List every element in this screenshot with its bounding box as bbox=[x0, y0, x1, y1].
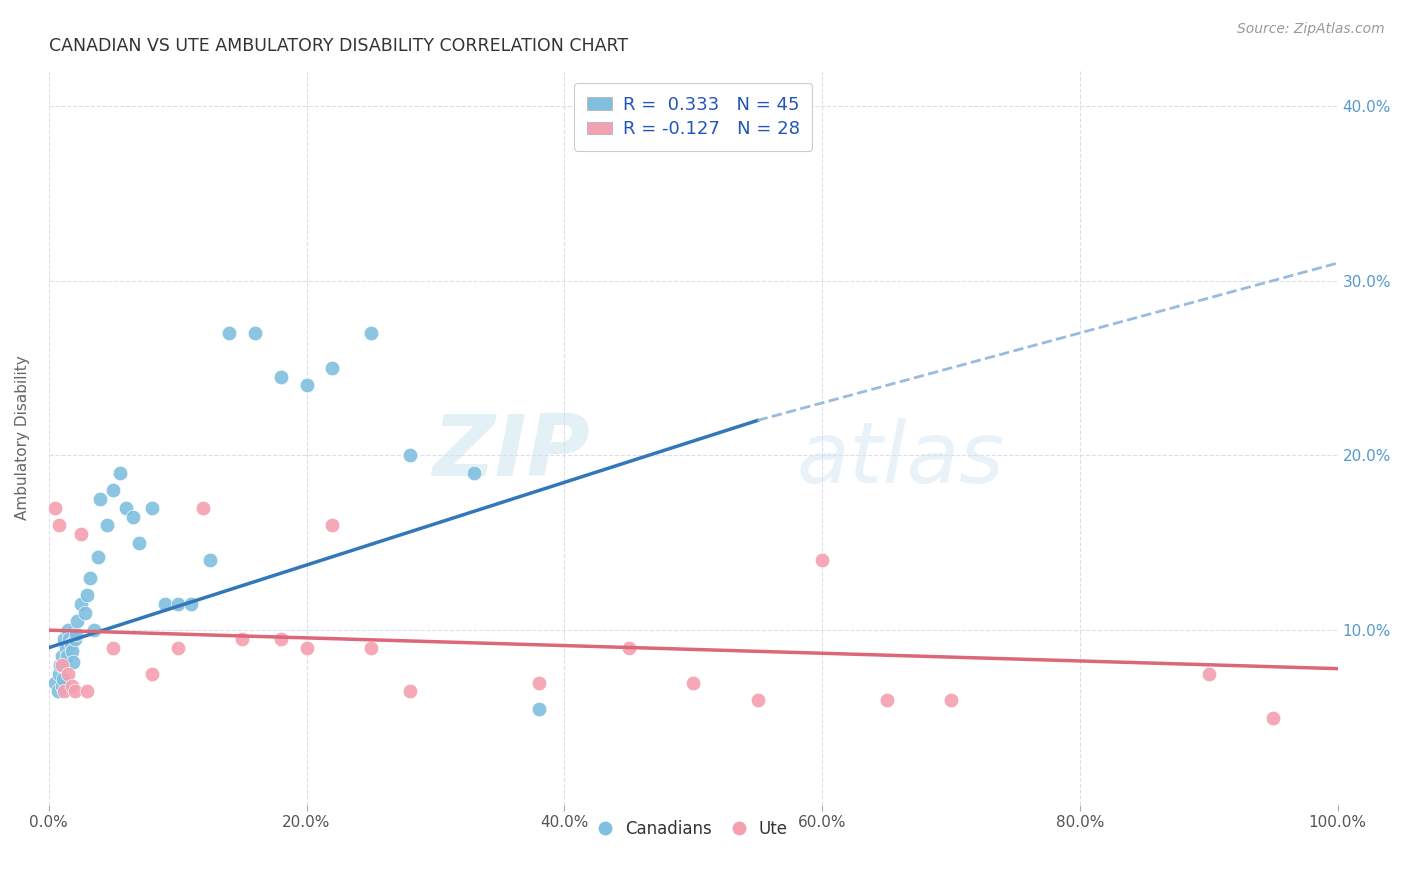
Point bbox=[83, 623, 105, 637]
Point bbox=[73, 606, 96, 620]
Point bbox=[939, 693, 962, 707]
Point bbox=[70, 597, 93, 611]
Point bbox=[617, 640, 640, 655]
Point bbox=[60, 679, 83, 693]
Point bbox=[79, 571, 101, 585]
Point bbox=[53, 684, 76, 698]
Point bbox=[527, 675, 550, 690]
Text: CANADIAN VS UTE AMBULATORY DISABILITY CORRELATION CHART: CANADIAN VS UTE AMBULATORY DISABILITY CO… bbox=[49, 37, 628, 55]
Point bbox=[270, 369, 292, 384]
Point bbox=[121, 509, 143, 524]
Point bbox=[463, 466, 485, 480]
Point bbox=[166, 640, 188, 655]
Point bbox=[48, 518, 70, 533]
Point bbox=[141, 500, 163, 515]
Point bbox=[44, 500, 66, 515]
Point bbox=[682, 675, 704, 690]
Point bbox=[44, 675, 66, 690]
Point bbox=[321, 518, 343, 533]
Point bbox=[46, 684, 69, 698]
Point bbox=[49, 658, 72, 673]
Point bbox=[76, 588, 98, 602]
Point bbox=[141, 666, 163, 681]
Point bbox=[103, 483, 125, 498]
Point bbox=[270, 632, 292, 646]
Point bbox=[747, 693, 769, 707]
Point bbox=[87, 549, 110, 564]
Point bbox=[59, 637, 82, 651]
Point bbox=[108, 466, 131, 480]
Point bbox=[63, 632, 86, 646]
Point bbox=[96, 518, 118, 533]
Point bbox=[295, 378, 318, 392]
Point bbox=[321, 360, 343, 375]
Point bbox=[218, 326, 240, 340]
Point bbox=[63, 684, 86, 698]
Point bbox=[70, 527, 93, 541]
Text: Source: ZipAtlas.com: Source: ZipAtlas.com bbox=[1237, 22, 1385, 37]
Point bbox=[398, 684, 420, 698]
Legend: Canadians, Ute: Canadians, Ute bbox=[592, 814, 794, 845]
Point bbox=[243, 326, 266, 340]
Point bbox=[1263, 710, 1285, 724]
Point bbox=[295, 640, 318, 655]
Point bbox=[51, 658, 73, 673]
Point bbox=[198, 553, 221, 567]
Point bbox=[103, 640, 125, 655]
Point bbox=[153, 597, 176, 611]
Text: atlas: atlas bbox=[796, 418, 1004, 501]
Point bbox=[360, 326, 382, 340]
Point bbox=[1198, 666, 1220, 681]
Point bbox=[53, 632, 76, 646]
Point bbox=[128, 535, 150, 549]
Point bbox=[52, 672, 75, 686]
Point bbox=[60, 644, 83, 658]
Point bbox=[166, 597, 188, 611]
Point bbox=[66, 615, 89, 629]
Point bbox=[193, 500, 215, 515]
Point bbox=[231, 632, 253, 646]
Point bbox=[115, 500, 138, 515]
Point bbox=[62, 655, 84, 669]
Point bbox=[876, 693, 898, 707]
Point bbox=[811, 553, 834, 567]
Point bbox=[51, 649, 73, 664]
Point bbox=[56, 649, 79, 664]
Point bbox=[51, 679, 73, 693]
Point bbox=[76, 684, 98, 698]
Point bbox=[58, 632, 80, 646]
Text: ZIP: ZIP bbox=[433, 411, 591, 494]
Point bbox=[56, 623, 79, 637]
Y-axis label: Ambulatory Disability: Ambulatory Disability bbox=[15, 356, 30, 520]
Point bbox=[398, 448, 420, 462]
Point bbox=[527, 702, 550, 716]
Point bbox=[89, 491, 111, 506]
Point bbox=[180, 597, 202, 611]
Point bbox=[56, 666, 79, 681]
Point bbox=[65, 626, 87, 640]
Point bbox=[360, 640, 382, 655]
Point bbox=[55, 640, 77, 655]
Point bbox=[48, 666, 70, 681]
